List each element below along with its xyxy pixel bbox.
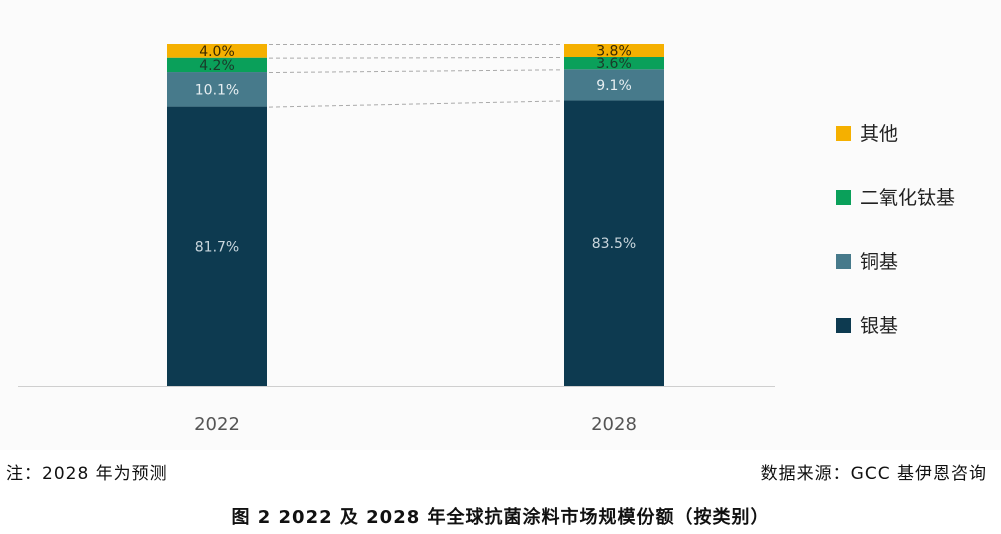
- data-label-2028-二氧化钛基: 3.6%: [596, 56, 632, 72]
- data-label-2022-其他: 4.0%: [199, 44, 235, 60]
- connector-line-银基: [268, 100, 563, 108]
- bar-segment-2028-铜基: [564, 69, 664, 101]
- legend-swatch-其他: [836, 126, 851, 141]
- data-label-2028-银基: 83.5%: [592, 236, 636, 252]
- bar-segment-2022-其他: [167, 44, 267, 58]
- bar-segment-2028-二氧化钛基: [564, 56, 664, 70]
- legend-label-其他: 其他: [860, 123, 898, 145]
- bar-segment-2022-铜基: [167, 72, 267, 107]
- legend-label-二氧化钛基: 二氧化钛基: [860, 187, 955, 209]
- legend-label-银基: 银基: [860, 315, 898, 337]
- chart-area: 81.7% 10.1% 4.2% 4.0% 2022 83.5% 9.1% 3.6% 3.8% 2…: [18, 43, 956, 435]
- x-tick-label-2028: 2028: [591, 414, 637, 435]
- data-label-2022-铜基: 10.1%: [195, 82, 239, 98]
- legend-swatch-铜基: [836, 254, 851, 269]
- data-label-2028-铜基: 9.1%: [596, 78, 632, 94]
- forecast-note: 注：2028 年为预测: [6, 464, 168, 484]
- data-label-2028-其他: 3.8%: [596, 43, 632, 59]
- data-label-2022-二氧化钛基: 4.2%: [199, 58, 235, 74]
- stacked-bar-chart: 81.7% 10.1% 4.2%4.0% 2022 83.5% 9.1% 3.6%3.8% 2…: [18, 43, 955, 435]
- bar-segment-2028-其他: [564, 44, 664, 57]
- connector-line-二氧化钛基: [268, 56, 563, 59]
- connector-line-铜基: [268, 69, 563, 74]
- bar-segment-2022-银基: [167, 106, 267, 386]
- legend-swatch-银基: [836, 318, 851, 333]
- legend-label-铜基: 铜基: [860, 251, 898, 273]
- bar-segment-2022-二氧化钛基: [167, 57, 267, 73]
- x-tick-label-2022: 2022: [194, 414, 240, 435]
- legend-swatch-二氧化钛基: [836, 190, 851, 205]
- bar-segment-2028-银基: [564, 100, 664, 387]
- data-label-2022-银基: 81.7%: [195, 239, 239, 255]
- figure-caption: 图 2 2022 及 2028 年全球抗菌涂料市场规模份额（按类别）: [231, 507, 770, 528]
- data-source: 数据来源：GCC 基伊恩咨询: [760, 464, 987, 484]
